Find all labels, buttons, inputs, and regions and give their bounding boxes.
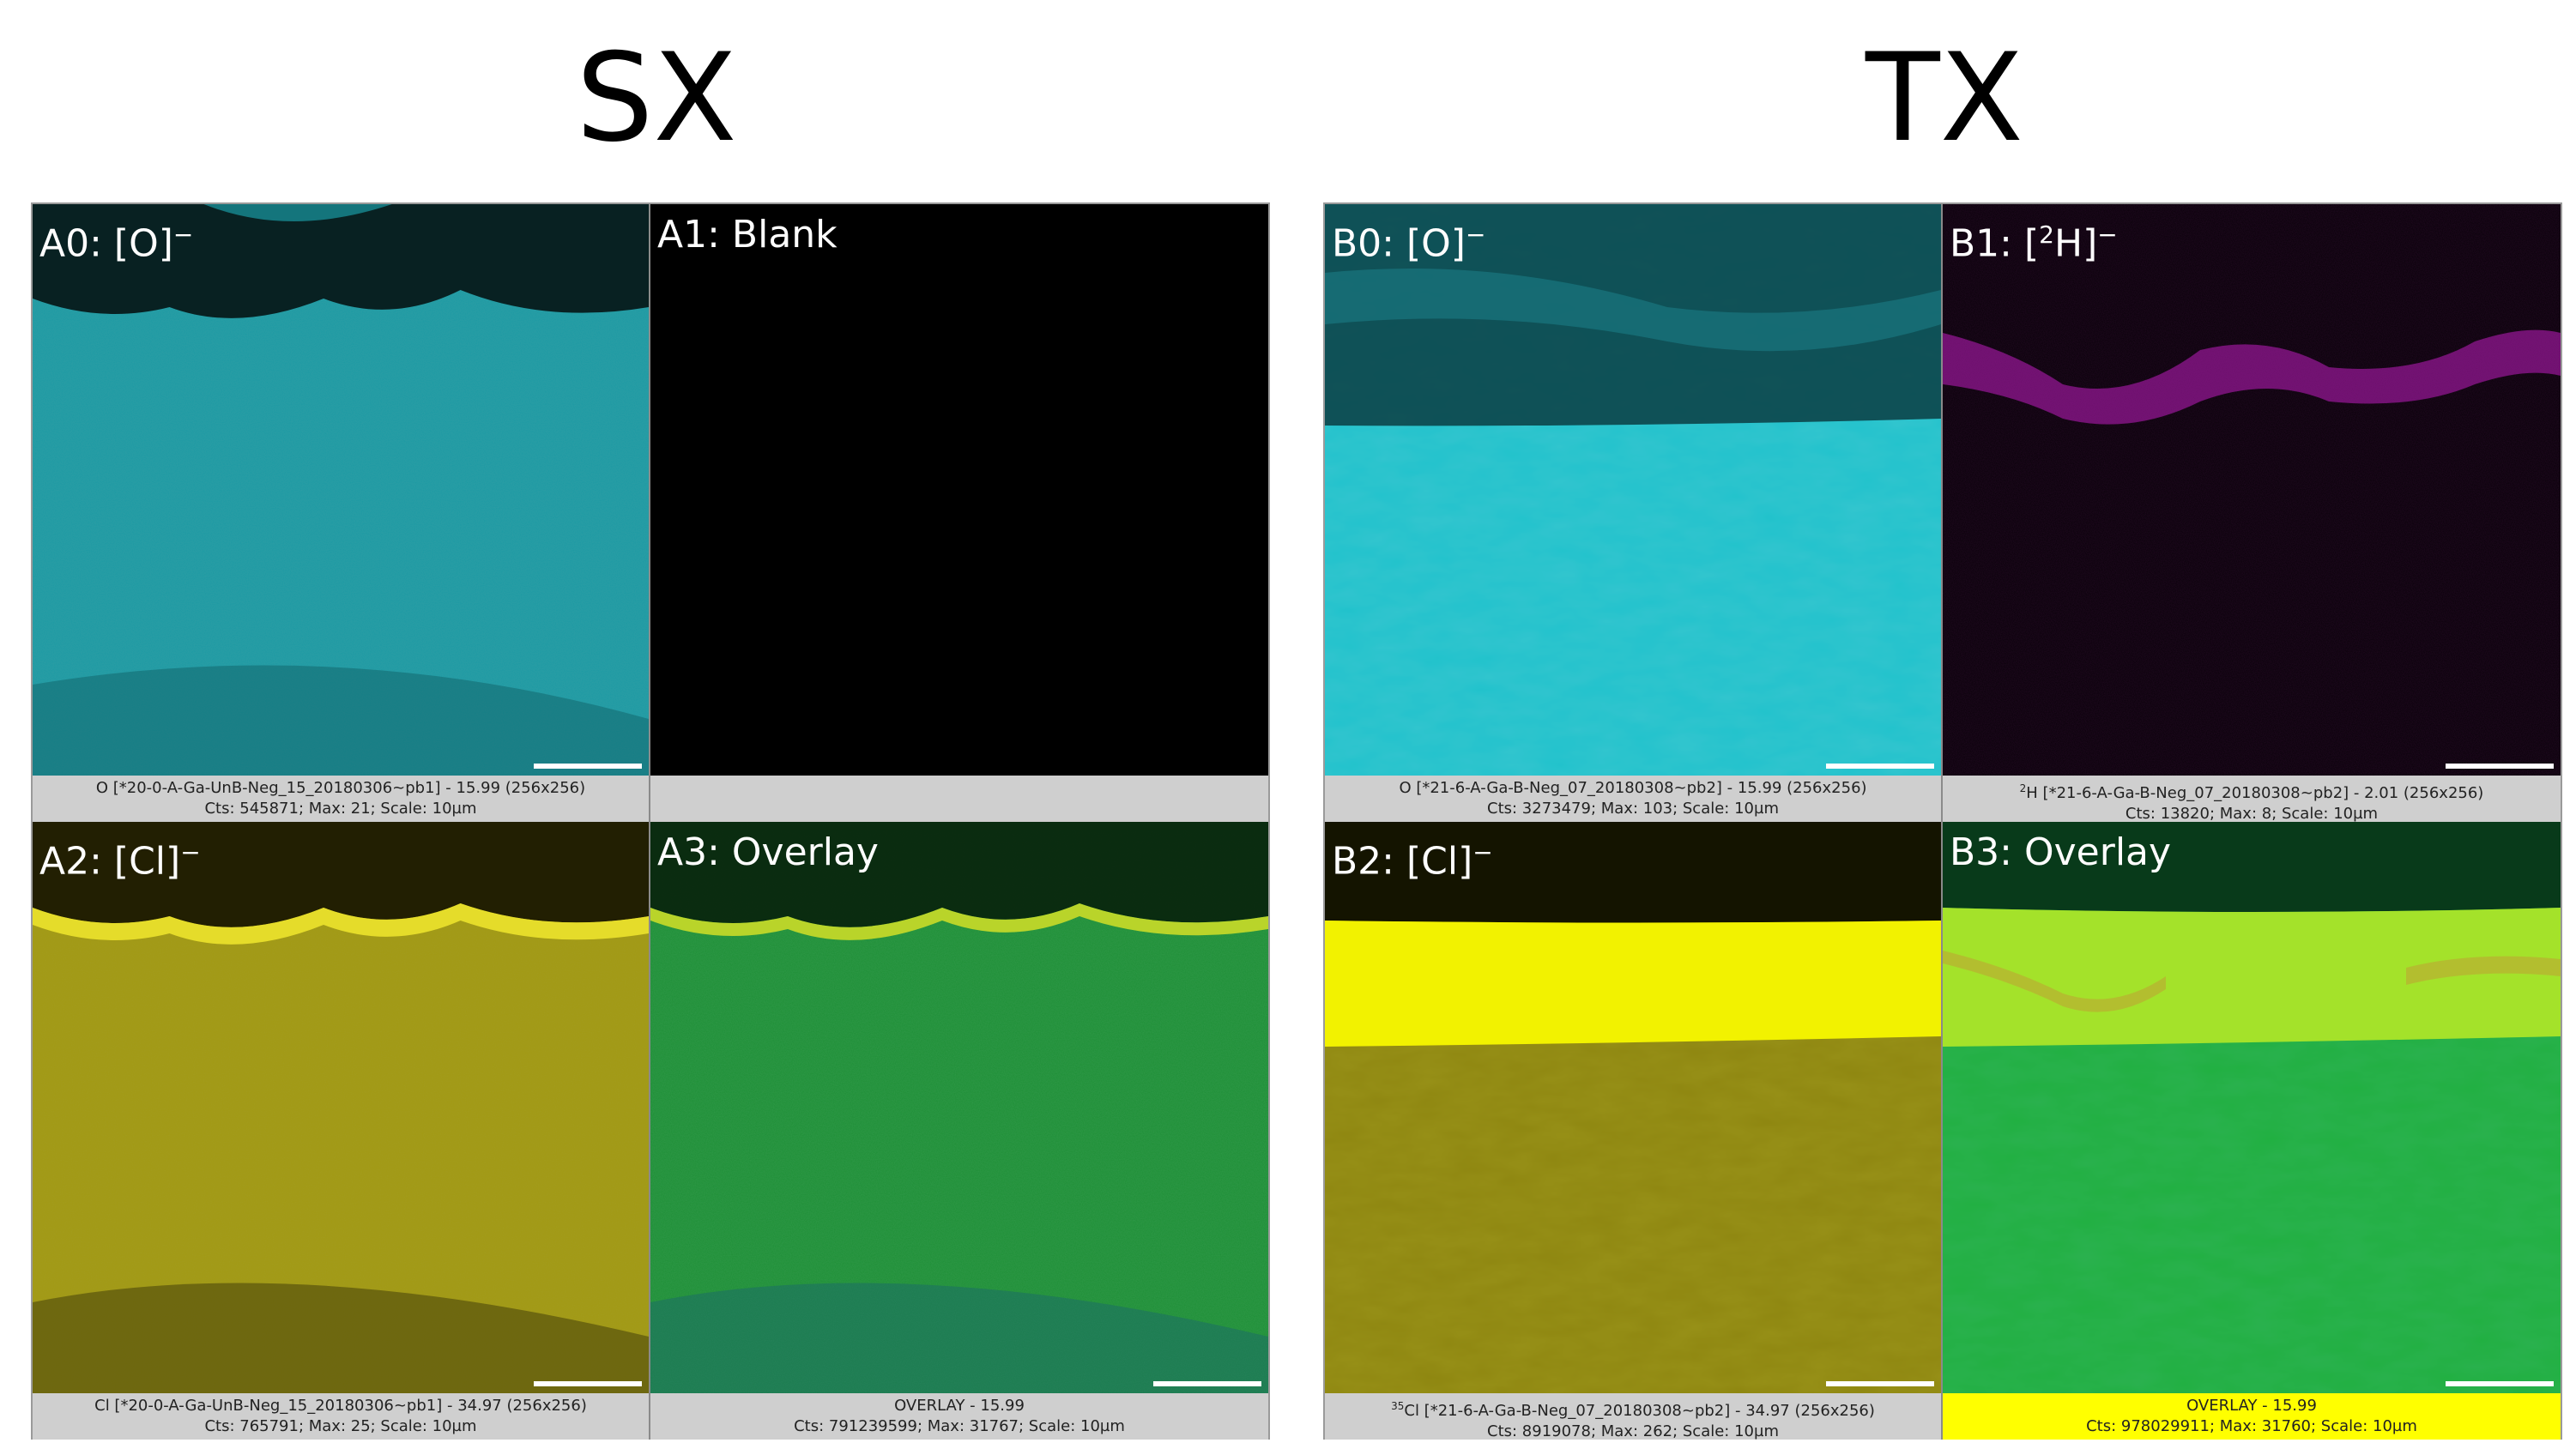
chlorine-map-image: B2: [Cl]− (1325, 822, 1941, 1393)
panel-b0-caption: O [*21-6-A-Ga-B-Neg_07_20180308~pb2] - 1… (1325, 776, 1941, 822)
sx-title: SX (576, 27, 737, 169)
overlay-image: A3: Overlay (650, 822, 1268, 1393)
panel-b2-label: B2: [Cl]− (1332, 838, 1493, 884)
scale-bar (2446, 1381, 2554, 1386)
scale-bar (1153, 1381, 1261, 1386)
panel-a3-label: A3: Overlay (657, 830, 879, 874)
scale-bar (1826, 1381, 1934, 1386)
panel-a2-label: A2: [Cl]− (39, 838, 201, 884)
panel-a0: A0: [O]− O [*20-0-A-Ga-UnB-Neg_15_201803… (33, 204, 650, 822)
panel-b0-label: B0: [O]− (1332, 220, 1486, 266)
panel-a1: A1: Blank (650, 204, 1268, 822)
panel-b1-label: B1: [2H]− (1950, 220, 2118, 266)
panel-a2-caption: Cl [*20-0-A-Ga-UnB-Neg_15_20180306~pb1] … (33, 1393, 649, 1440)
scale-bar (1826, 764, 1934, 769)
panel-b1-caption: 2H [*21-6-A-Ga-B-Neg_07_20180308~pb2] - … (1943, 776, 2561, 823)
panel-a3-caption: OVERLAY - 15.99 Cts: 791239599; Max: 317… (650, 1393, 1268, 1440)
oxygen-map-image: A0: [O]− (33, 204, 649, 776)
panel-b3: B3: Overlay OVERLAY - 15.99 Cts: 9780299… (1943, 822, 2561, 1440)
panel-b2: B2: [Cl]− 35Cl [*21-6-A-Ga-B-Neg_07_2018… (1325, 822, 1943, 1440)
sx-panel-grid: A0: [O]− O [*20-0-A-Ga-UnB-Neg_15_201803… (31, 202, 1270, 1440)
chlorine-map-image: A2: [Cl]− (33, 822, 649, 1393)
overlay-image: B3: Overlay (1943, 822, 2561, 1393)
panel-a2: A2: [Cl]− Cl [*20-0-A-Ga-UnB-Neg_15_2018… (33, 822, 650, 1440)
tx-title: TX (1865, 27, 2024, 169)
scale-bar (534, 1381, 642, 1386)
panel-b3-label: B3: Overlay (1950, 830, 2172, 874)
scale-bar (2446, 764, 2554, 769)
deuterium-map-image: B1: [2H]− (1943, 204, 2561, 776)
panel-b2-caption: 35Cl [*21-6-A-Ga-B-Neg_07_20180308~pb2] … (1325, 1393, 1941, 1440)
panel-b1: B1: [2H]− 2H [*21-6-A-Ga-B-Neg_07_201803… (1943, 204, 2561, 823)
panel-a1-label: A1: Blank (657, 213, 838, 257)
tx-panel-grid: B0: [O]− O [*21-6-A-Ga-B-Neg_07_20180308… (1323, 202, 2562, 1440)
blank-image: A1: Blank (650, 204, 1268, 776)
scale-bar (534, 764, 642, 769)
panel-a1-caption (650, 776, 1268, 822)
panel-a3: A3: Overlay OVERLAY - 15.99 Cts: 7912395… (650, 822, 1268, 1440)
panel-a0-caption: O [*20-0-A-Ga-UnB-Neg_15_20180306~pb1] -… (33, 776, 649, 822)
panel-b0: B0: [O]− O [*21-6-A-Ga-B-Neg_07_20180308… (1325, 204, 1943, 822)
panel-b3-caption: OVERLAY - 15.99 Cts: 978029911; Max: 317… (1943, 1393, 2561, 1440)
panel-a0-label: A0: [O]− (39, 220, 194, 266)
oxygen-map-image: B0: [O]− (1325, 204, 1941, 776)
